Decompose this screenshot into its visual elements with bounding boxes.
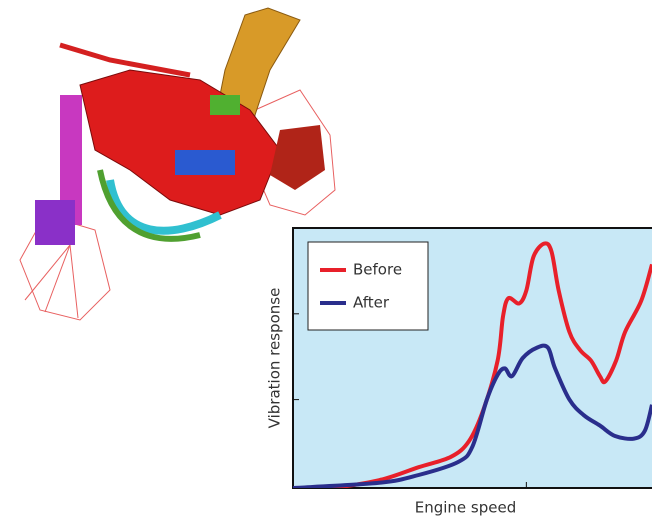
y-axis-label: Vibration response	[266, 288, 284, 429]
legend-label: Before	[353, 261, 402, 279]
axis-frame	[292, 227, 652, 489]
legend-box	[307, 241, 429, 331]
spoke	[69, 244, 79, 319]
fork	[60, 95, 82, 225]
handlebar	[59, 42, 191, 78]
motorcycle-model	[19, 7, 336, 321]
spoke	[24, 244, 71, 301]
engine-part	[210, 95, 240, 115]
legend-label: After	[353, 294, 390, 312]
series-line	[293, 241, 652, 488]
pipe	[106, 179, 222, 235]
spoke	[44, 244, 71, 313]
engine-part	[175, 150, 235, 175]
caliper	[35, 200, 75, 245]
exhaust	[270, 125, 325, 190]
x-axis-label: Engine speed	[415, 499, 517, 517]
pipe	[97, 169, 201, 242]
series-line	[293, 343, 652, 488]
